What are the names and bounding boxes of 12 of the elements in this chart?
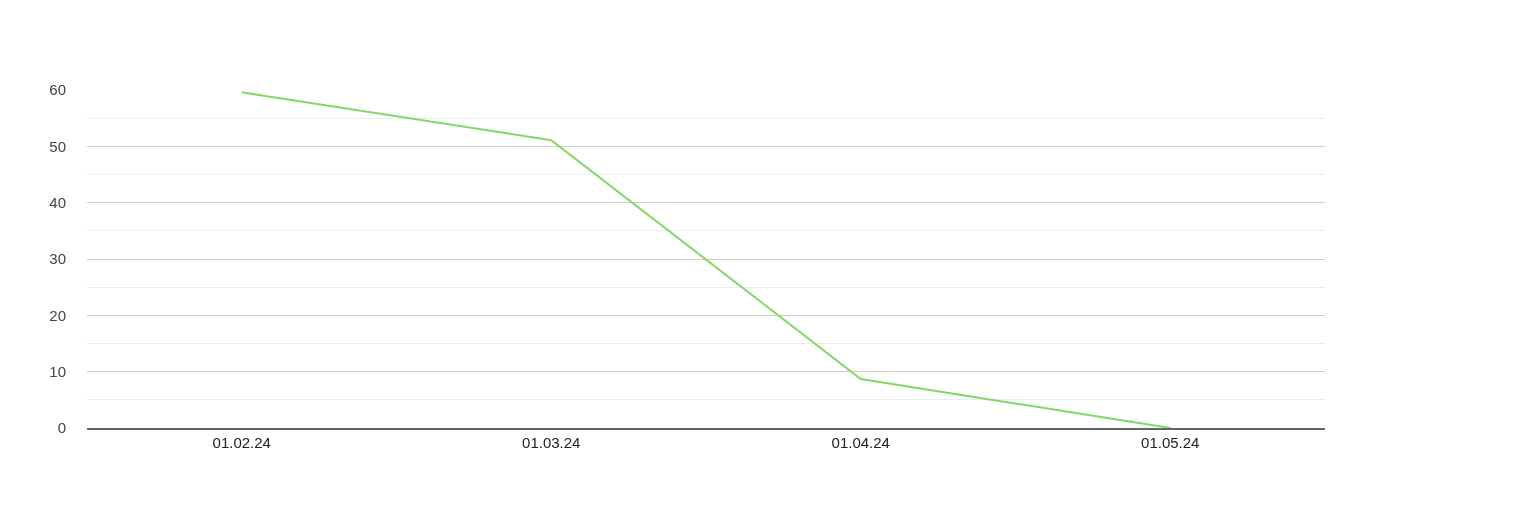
- y-tick-label: 40: [49, 193, 66, 211]
- x-tick-label: 01.03.24: [522, 433, 581, 451]
- y-tick-label: 10: [49, 362, 66, 380]
- y-tick-label: 30: [49, 250, 66, 268]
- y-tick-label: 50: [49, 137, 66, 155]
- y-tick-label: 20: [49, 306, 66, 324]
- x-tick-label: 01.05.24: [1141, 433, 1200, 451]
- line-series: [240, 91, 1172, 428]
- y-tick-label: 60: [49, 81, 66, 99]
- x-tick-label: 01.04.24: [831, 433, 890, 451]
- y-tick-label: 0: [57, 419, 66, 437]
- x-tick-label: 01.02.24: [212, 433, 271, 451]
